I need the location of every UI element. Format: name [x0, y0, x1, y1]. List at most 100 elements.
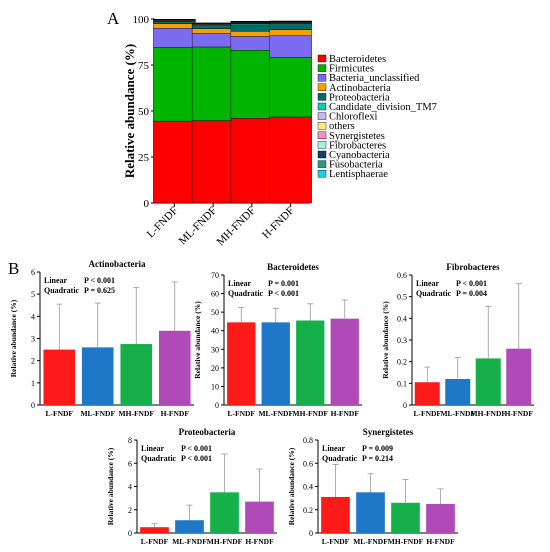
- bar: [321, 496, 350, 533]
- y-tick-label: 0: [403, 401, 407, 410]
- x-tick-label: MH-FNDF: [293, 409, 329, 418]
- y-axis-label: Relative abundance (%): [9, 299, 18, 377]
- stat-p-value: P = 0.004: [456, 289, 487, 298]
- bar: [140, 527, 169, 533]
- chart-title: Proteobacteria: [179, 427, 236, 437]
- x-tick-label: ML-FNDF: [440, 409, 475, 418]
- legend-swatch: [317, 83, 327, 92]
- stacked-bar-segment: [230, 31, 274, 37]
- y-tick-label: 0.4: [303, 483, 313, 492]
- legend-label: Firmicutes: [329, 64, 374, 75]
- x-tick-label: ML-FNDF: [353, 537, 388, 546]
- y-tick-label: 0.4: [397, 314, 407, 323]
- y-tick-label: 0: [128, 529, 132, 538]
- stat-label: Quadratic: [416, 289, 452, 298]
- bar: [475, 358, 501, 405]
- y-tick-label: 0.6: [397, 271, 407, 280]
- stacked-bar-segment: [191, 120, 235, 204]
- stat-label: Linear: [416, 279, 440, 288]
- bar: [158, 330, 191, 405]
- stat-p-value: P = 0.625: [84, 286, 115, 295]
- bar: [210, 492, 239, 533]
- legend-label: Bacteria_unclassified: [329, 73, 420, 84]
- stacked-bar-segment: [230, 50, 274, 119]
- y-tick-label: 40: [211, 327, 219, 336]
- stacked-bar-segment: [230, 36, 274, 51]
- x-tick-label: L-FNDF: [322, 537, 350, 546]
- x-tick-label: H-FNDF: [161, 409, 190, 418]
- legend-label: Chloroflexi: [329, 112, 377, 123]
- stacked-bar-segment: [153, 23, 196, 29]
- bar: [245, 501, 274, 533]
- legend-label: Fibrobacteres: [329, 140, 386, 151]
- y-tick-label: 0: [144, 198, 150, 210]
- stat-label: Linear: [228, 279, 252, 288]
- y-axis-label: Relative abundance (%): [106, 447, 115, 525]
- y-axis-label: Relative abundance (%): [122, 44, 137, 178]
- legend-swatch: [317, 93, 327, 101]
- stat-label: Linear: [44, 276, 68, 285]
- x-tick-label: MH-FNDF: [207, 537, 243, 546]
- stacked-bar-segment: [269, 57, 312, 118]
- bar-chart-fibrobacteres: Fibrobacteres 0 0.1 0.2 0.3 0.4 0.5 0.6 Relative…: [381, 262, 534, 418]
- x-tick-label: H-FNDF: [260, 205, 297, 242]
- y-tick-label: 8: [128, 436, 132, 445]
- x-tick-label: H-FNDF: [331, 409, 360, 418]
- x-tick-label: L-FNDF: [46, 409, 74, 418]
- chart-title: Bacteroidetes: [267, 262, 319, 272]
- chart-title: Synergistetes: [363, 427, 414, 437]
- stacked-bar-segment: [191, 46, 235, 121]
- bar-chart-synergistetes: Synergistetes 0 0.2 0.4 0.6 0.8 Relative abund…: [287, 427, 458, 546]
- legend-label: Actinobacteria: [329, 83, 391, 94]
- y-axis-label: Relative abundance (%): [287, 447, 296, 525]
- x-tick-label: ML-FNDF: [258, 409, 293, 418]
- chart-title: Actinobacteria: [89, 259, 146, 269]
- stacked-bar-segment: [230, 118, 274, 204]
- x-tick-label: MH-FNDF: [388, 537, 424, 546]
- legend-swatch: [317, 102, 327, 111]
- bar: [81, 347, 114, 405]
- legend-swatch: [317, 121, 327, 130]
- legend-label: others: [329, 121, 355, 132]
- small-bar-charts: Actinobacteria 0 1 2 3 4 5 6 Relative abundance …: [9, 259, 534, 546]
- bar: [296, 320, 325, 405]
- y-tick-label: 10: [211, 382, 219, 391]
- stat-label: Quadratic: [228, 289, 264, 298]
- y-tick-label: 0.3: [397, 336, 407, 345]
- x-tick-label: H-FNDF: [426, 537, 455, 546]
- x-tick-label: MH-FNDF: [119, 409, 155, 418]
- legend-swatch: [317, 131, 327, 140]
- y-tick-label: 0.1: [397, 379, 407, 388]
- legend-swatch: [317, 73, 327, 82]
- legend-swatch: [317, 64, 327, 72]
- legend-swatch: [317, 150, 327, 159]
- bar: [120, 344, 153, 405]
- bar: [261, 322, 290, 405]
- bar: [391, 502, 420, 533]
- stacked-bar-segment: [269, 24, 312, 30]
- stat-p-value: P < 0.001: [268, 289, 299, 298]
- stacked-bar-segment: [191, 33, 235, 48]
- y-tick-label: 0.2: [397, 358, 407, 367]
- stat-label: Quadratic: [44, 286, 80, 295]
- bar: [356, 492, 385, 533]
- stacked-bar-chart: 0 25 50 75 100 Relative abundance (%) L-FNDFML…: [122, 14, 437, 248]
- y-tick-label: 2: [128, 506, 132, 515]
- y-tick-label: 0.6: [303, 459, 313, 468]
- y-tick-label: 50: [138, 106, 150, 118]
- bar: [506, 348, 532, 405]
- x-tick-label: ML-FNDF: [80, 409, 115, 418]
- y-tick-label: 1: [31, 379, 35, 388]
- legend-label: Fusobacteria: [329, 160, 383, 171]
- bar: [426, 503, 455, 533]
- stacked-bar-segment: [191, 26, 235, 29]
- x-tick-label: ML-FNDF: [177, 205, 220, 248]
- chart-title: Fibrobacteres: [446, 262, 500, 272]
- x-tick-label: H-FNDF: [505, 409, 534, 418]
- legend-swatch: [317, 169, 327, 178]
- y-axis-label: Relative abundance (%): [381, 301, 390, 379]
- y-tick-label: 0.8: [303, 436, 313, 445]
- bar: [43, 349, 76, 405]
- y-tick-label: 60: [211, 290, 219, 299]
